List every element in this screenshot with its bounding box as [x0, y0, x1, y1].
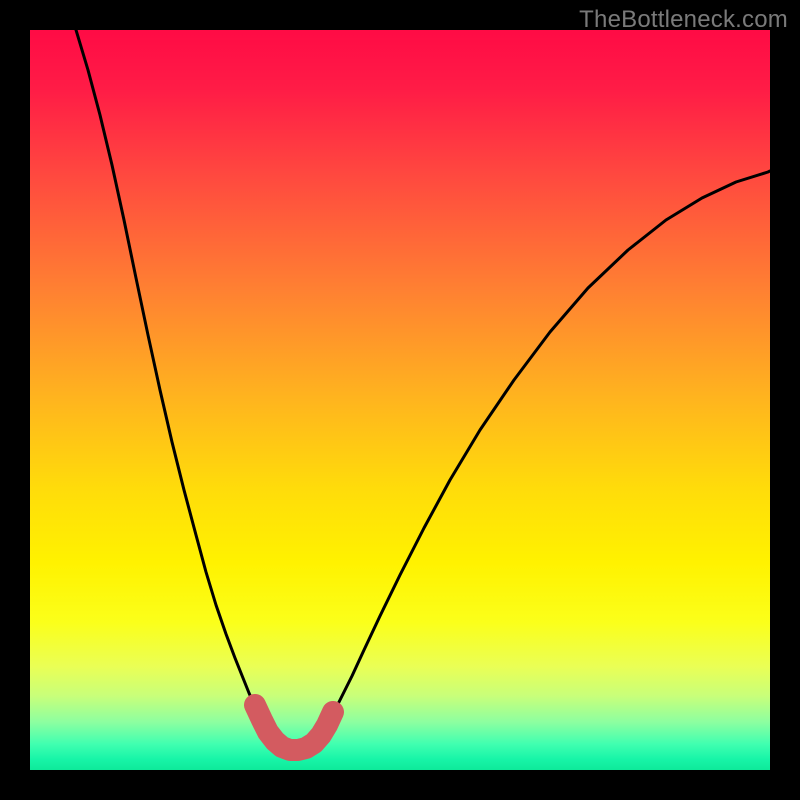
gradient-background — [30, 30, 770, 770]
bottleneck-chart — [30, 30, 770, 770]
chart-frame: TheBottleneck.com — [0, 0, 800, 800]
